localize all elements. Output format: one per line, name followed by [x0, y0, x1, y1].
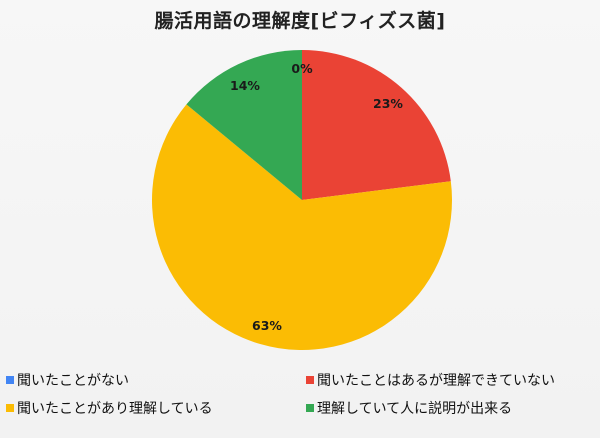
legend-swatch-red — [306, 376, 314, 384]
legend: 聞いたことがない 聞いたことはあるが理解できていない 聞いたことがあり理解してい… — [6, 370, 596, 418]
slice-percent-label: 14% — [230, 78, 260, 93]
legend-swatch-green — [306, 404, 314, 412]
legend-label: 聞いたことがあり理解している — [17, 401, 213, 417]
legend-label: 聞いたことがない — [17, 373, 129, 389]
legend-label: 理解していて人に説明が出来る — [317, 401, 513, 417]
slice-percent-label: 0% — [291, 61, 313, 76]
legend-item-never-heard: 聞いたことがない — [6, 370, 306, 390]
legend-swatch-blue — [6, 376, 14, 384]
legend-swatch-yellow — [6, 404, 14, 412]
chart-title: 腸活用語の理解度[ビフィズス菌] — [154, 10, 446, 32]
legend-label: 聞いたことはあるが理解できていない — [317, 373, 555, 389]
legend-item-can-explain: 理解していて人に説明が出来る — [306, 398, 596, 418]
pie-slice — [302, 50, 451, 200]
pie-slice — [151, 104, 452, 350]
slice-percent-label: 63% — [252, 318, 282, 333]
pie-slices — [151, 50, 452, 350]
slice-percent-label: 23% — [373, 96, 403, 111]
legend-item-heard-understood: 聞いたことがあり理解している — [6, 398, 306, 418]
pie-slice — [186, 50, 302, 200]
pie-labels: 0% 23% 63% 14% — [230, 61, 403, 333]
legend-item-heard-not-understood: 聞いたことはあるが理解できていない — [306, 370, 596, 390]
